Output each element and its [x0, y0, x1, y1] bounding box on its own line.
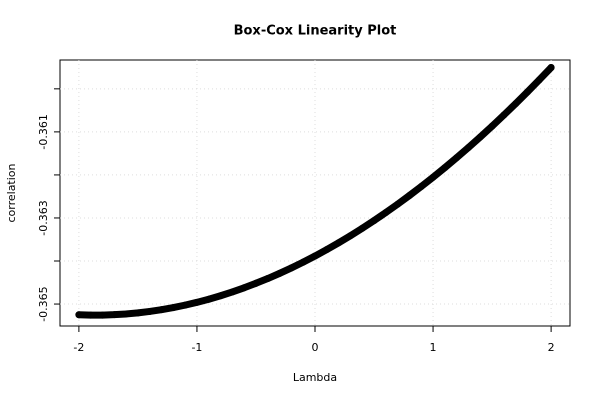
- point: [311, 252, 319, 260]
- chart-title: Box-Cox Linearity Plot: [234, 24, 397, 39]
- point: [87, 311, 95, 319]
- point: [500, 111, 508, 119]
- point: [99, 311, 106, 319]
- point: [535, 76, 543, 84]
- x-tick-label: -2: [73, 341, 84, 354]
- y-tick-label: -0.361: [37, 114, 50, 149]
- point: [323, 246, 331, 254]
- point: [158, 306, 166, 314]
- point: [488, 122, 496, 130]
- point: [299, 258, 307, 266]
- point: [252, 279, 260, 287]
- point: [441, 164, 449, 172]
- point: [228, 288, 236, 296]
- point: [240, 284, 248, 292]
- point: [335, 239, 343, 247]
- x-tick-label: 1: [430, 341, 437, 354]
- point: [217, 292, 225, 300]
- point: [547, 64, 555, 72]
- point: [75, 311, 83, 319]
- point: [382, 209, 390, 217]
- point: [464, 144, 472, 152]
- point: [429, 173, 437, 181]
- point: [394, 200, 402, 208]
- point: [417, 183, 425, 191]
- x-axis-label: Lambda: [293, 371, 337, 384]
- point: [134, 309, 142, 317]
- point: [358, 224, 366, 232]
- point: [512, 100, 520, 108]
- point: [453, 154, 461, 162]
- y-axis-label: correlation: [5, 163, 18, 222]
- y-tick-label: -0.365: [37, 286, 50, 321]
- point: [287, 264, 295, 272]
- point: [146, 307, 154, 315]
- point-band: [75, 64, 555, 319]
- point: [122, 310, 130, 318]
- point: [405, 191, 413, 199]
- x-tick-label: 0: [312, 341, 319, 354]
- point: [276, 269, 284, 277]
- point: [370, 217, 378, 225]
- point: [169, 304, 177, 312]
- x-tick-label: -1: [191, 341, 202, 354]
- point: [524, 88, 531, 96]
- point: [476, 133, 484, 141]
- point: [181, 301, 189, 309]
- point: [193, 298, 201, 306]
- y-tick-label: -0.363: [37, 200, 50, 235]
- point: [110, 311, 118, 319]
- point: [264, 275, 272, 283]
- point: [205, 295, 213, 303]
- x-tick-label: 2: [548, 341, 555, 354]
- point: [346, 232, 354, 240]
